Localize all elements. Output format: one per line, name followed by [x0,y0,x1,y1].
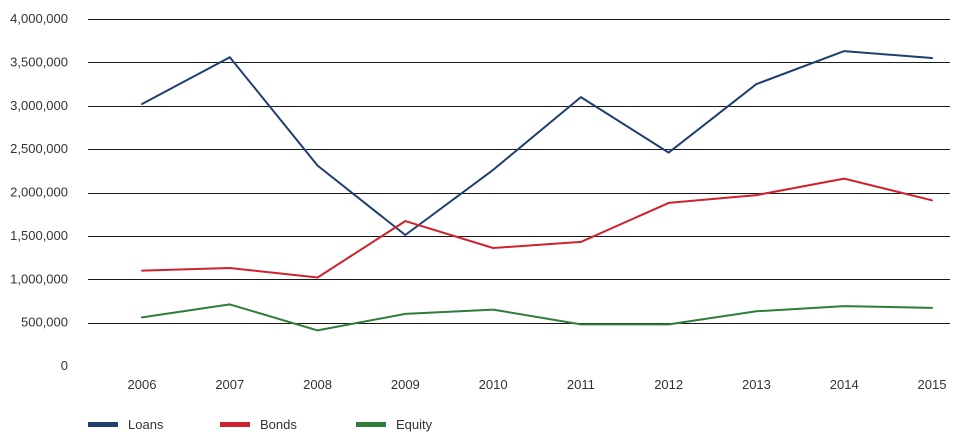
y-tick-label: 500,000 [21,315,68,330]
y-axis-tick-labels: 0 500,000 1,000,000 1,500,000 2,000,000 2,500… [10,11,68,373]
y-tick-label: 0 [61,358,68,373]
x-tick-label: 2007 [215,377,244,392]
gridlines [88,19,950,324]
series-line-bonds [141,177,933,279]
legend-swatch-bonds [220,422,250,427]
series-line-loans [141,50,933,236]
x-tick-label: 2011 [567,377,595,392]
y-tick-label: 2,500,000 [10,141,68,156]
x-tick-label: 2008 [303,377,332,392]
x-tick-label: 2012 [654,377,683,392]
x-tick-label: 2006 [128,377,157,392]
y-tick-label: 3,500,000 [10,54,68,69]
legend-swatch-loans [88,422,118,427]
legend-label-equity: Equity [396,417,433,432]
x-tick-label: 2014 [830,377,859,392]
x-tick-label: 2009 [391,377,420,392]
legend-label-loans: Loans [128,417,164,432]
series-lines [141,50,933,332]
y-tick-label: 4,000,000 [10,11,68,26]
legend-swatch-equity [356,422,386,427]
x-tick-label: 2013 [742,377,771,392]
series-line-equity [141,303,933,332]
x-tick-label: 2015 [918,377,947,392]
x-axis-tick-labels: 2006 2007 2008 2009 2010 2011 2012 2013 2014 2015 [128,377,947,392]
y-tick-label: 2,000,000 [10,185,68,200]
legend: Loans Bonds Equity [88,417,433,432]
y-tick-label: 3,000,000 [10,98,68,113]
legend-label-bonds: Bonds [260,417,297,432]
y-tick-label: 1,000,000 [10,271,68,286]
y-tick-label: 1,500,000 [10,228,68,243]
x-tick-label: 2010 [479,377,508,392]
